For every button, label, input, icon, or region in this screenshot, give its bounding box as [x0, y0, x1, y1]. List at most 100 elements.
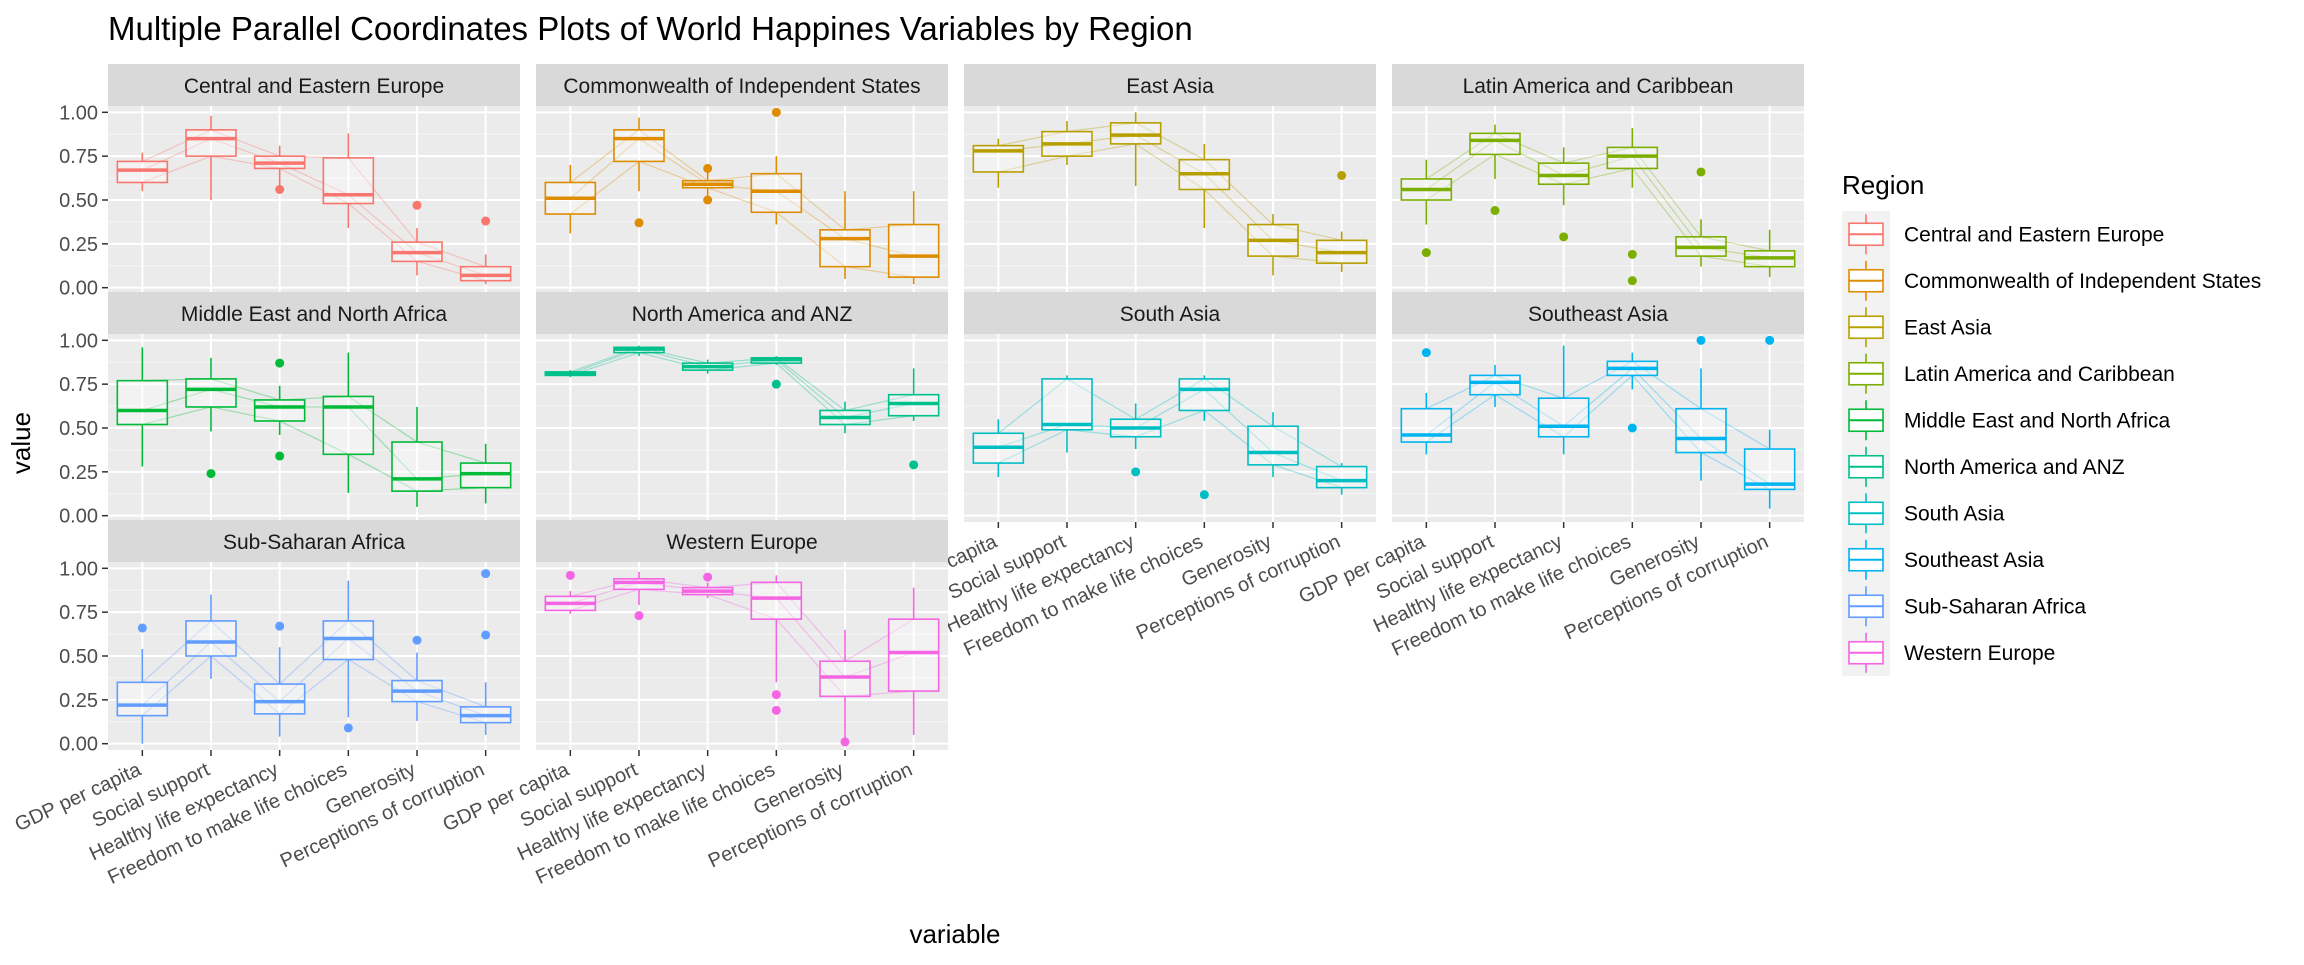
- chart-title: Multiple Parallel Coordinates Plots of W…: [108, 10, 1193, 47]
- outlier-point: [771, 690, 781, 700]
- parallel-line: [1426, 153, 1770, 268]
- legend-item-western-europe: Western Europe: [1848, 632, 2055, 673]
- boxplot-social-support: [613, 345, 665, 357]
- parallel-line: [570, 581, 914, 678]
- y-tick-label: 0.75: [59, 146, 98, 168]
- facet-strip: [536, 64, 948, 106]
- parallel-line: [142, 155, 486, 282]
- box: [1109, 122, 1162, 145]
- boxplot-freedom-to-make-life-choices: [1178, 375, 1231, 421]
- boxplot-perceptions-of-corruption: [887, 587, 940, 735]
- facet-strip: [536, 520, 948, 562]
- legend-item-southeast-asia: Southeast Asia: [1848, 539, 2044, 580]
- parallel-line: [141, 637, 486, 717]
- boxplot-generosity: [819, 191, 871, 279]
- boxplot-perceptions-of-corruption: [459, 682, 512, 735]
- parallel-line: [142, 137, 486, 276]
- outlier-point: [275, 184, 285, 194]
- outlier-point: [481, 630, 491, 640]
- boxplot-healthy-life-expectancy: [253, 385, 306, 436]
- box: [1606, 146, 1659, 170]
- facet-strip: [964, 292, 1376, 334]
- outlier-point: [1627, 423, 1637, 433]
- facet-strip-label: Southeast Asia: [1528, 303, 1668, 326]
- y-tick-label: 0.00: [59, 506, 98, 528]
- outlier-point: [1696, 335, 1706, 345]
- parallel-line: [998, 388, 1342, 482]
- outlier-point: [1696, 167, 1706, 177]
- boxplot-generosity: [391, 228, 443, 276]
- legend-label: Latin America and Caribbean: [1904, 363, 2175, 386]
- outlier-point: [412, 635, 422, 645]
- boxplot-freedom-to-make-life-choices: [750, 156, 803, 225]
- outlier-point: [1765, 335, 1775, 345]
- facet-strip: [108, 64, 520, 106]
- box: [116, 681, 169, 717]
- panel-commonwealth-of-independent-states: Commonwealth of Independent States: [536, 64, 948, 294]
- boxplot-generosity: [1247, 412, 1299, 478]
- boxplot-gdp-per-capita: [1400, 392, 1453, 455]
- panel-latin-america-and-caribbean: Latin America and Caribbean: [1392, 64, 1804, 294]
- outlier-point: [275, 451, 285, 461]
- boxplot-freedom-to-make-life-choices: [322, 352, 375, 493]
- box: [391, 441, 443, 492]
- outlier-point: [771, 379, 781, 389]
- legend-item-north-america-and-anz: North America and ANZ: [1848, 446, 2125, 487]
- x-axis-label: variable: [909, 919, 1000, 949]
- parallel-line: [141, 620, 486, 708]
- boxplot-freedom-to-make-life-choices: [1178, 143, 1231, 229]
- facet-strip-label: Middle East and North Africa: [181, 303, 447, 326]
- boxplot-healthy-life-expectancy: [681, 582, 734, 599]
- outlier-point: [1559, 232, 1569, 242]
- parallel-line: [1425, 374, 1770, 490]
- boxplot-freedom-to-make-life-choices: [1606, 128, 1659, 188]
- y-tick-label: 1.00: [59, 330, 98, 352]
- boxplot-generosity: [391, 406, 443, 507]
- facet-strip-label: Commonwealth of Independent States: [563, 75, 920, 98]
- facet-strip-label: Western Europe: [666, 531, 817, 554]
- box: [887, 223, 940, 278]
- legend-item-south-asia: South Asia: [1848, 493, 2005, 534]
- boxplot-gdp-per-capita: [544, 164, 597, 234]
- box: [819, 229, 871, 268]
- y-tick-label: 0.00: [59, 278, 98, 300]
- outlier-point: [1199, 490, 1209, 500]
- legend-item-commonwealth-of-independent-states: Commonwealth of Independent States: [1848, 260, 2261, 301]
- outlier-point: [703, 163, 713, 173]
- y-tick-label: 1.00: [59, 102, 98, 124]
- boxplot-perceptions-of-corruption: [459, 254, 512, 285]
- boxplot-gdp-per-capita: [116, 648, 169, 744]
- box: [185, 378, 237, 408]
- parallel-line: [142, 129, 486, 268]
- boxplot-gdp-per-capita: [116, 152, 169, 192]
- boxplot-healthy-life-expectancy: [681, 171, 734, 197]
- parallel-line: [998, 143, 1342, 264]
- panel-sub-saharan-africa: Sub-Saharan Africa0.000.250.500.751.00GD…: [12, 520, 520, 889]
- outlier-point: [771, 705, 781, 715]
- outlier-point: [412, 200, 422, 210]
- outlier-point: [634, 218, 644, 228]
- boxplot-social-support: [613, 117, 665, 192]
- boxplot-healthy-life-expectancy: [1537, 345, 1590, 455]
- box: [887, 618, 940, 692]
- panel-central-and-eastern-europe: Central and Eastern Europe 0.00 0.25 0.50 0.…: [59, 64, 520, 300]
- outlier-point: [1490, 206, 1500, 216]
- outlier-point: [840, 737, 850, 747]
- box: [1400, 407, 1453, 443]
- boxplot-healthy-life-expectancy: [681, 359, 734, 374]
- boxplot-social-support: [1041, 375, 1093, 453]
- y-tick-label: 0.50: [59, 646, 98, 668]
- box: [819, 660, 871, 698]
- facet-strip: [536, 292, 948, 334]
- y-axis-label: value: [6, 412, 36, 474]
- outlier-point: [565, 570, 575, 580]
- parallel-line: [570, 351, 914, 426]
- panel-east-asia: East Asia: [964, 64, 1376, 294]
- facet-strip: [108, 520, 520, 562]
- legend-label: Southeast Asia: [1904, 549, 2044, 572]
- box: [253, 683, 306, 715]
- box: [459, 462, 512, 489]
- outlier-point: [703, 195, 713, 205]
- box: [1469, 374, 1521, 396]
